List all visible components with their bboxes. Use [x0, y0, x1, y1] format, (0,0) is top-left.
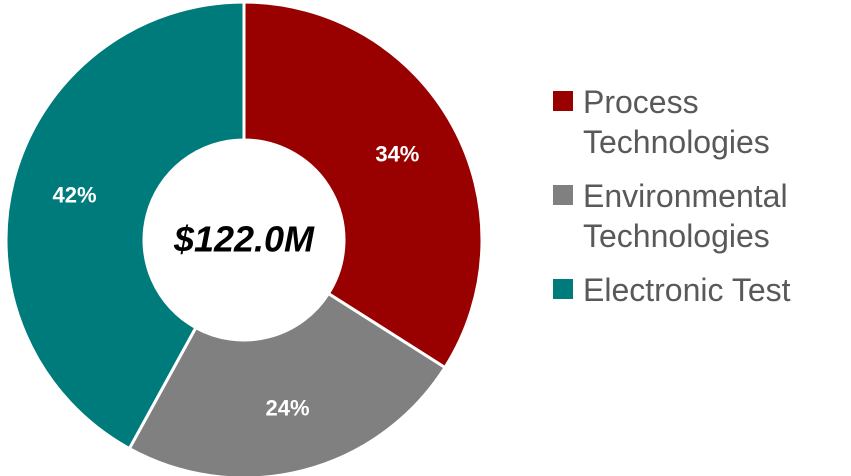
- slice: [127, 291, 448, 476]
- legend-label: Electronic Test: [583, 272, 791, 308]
- slice: [242, 0, 484, 370]
- legend: Process Technologies Environmental Techno…: [553, 82, 843, 324]
- legend-swatch: [553, 185, 573, 205]
- legend-swatch: [553, 91, 573, 111]
- slices: [4, 0, 484, 476]
- legend-label: Process Technologies: [583, 84, 770, 160]
- legend-item: Environmental Technologies: [553, 176, 843, 256]
- legend-swatch: [553, 279, 573, 299]
- data-label: 34%: [375, 142, 419, 167]
- legend-item: Electronic Test: [553, 270, 843, 310]
- center-label: $122.0M: [173, 219, 315, 260]
- legend-label: Environmental Technologies: [583, 178, 788, 254]
- slice: [4, 0, 246, 451]
- data-label: 24%: [265, 395, 309, 420]
- data-label: 42%: [52, 182, 96, 207]
- legend-item: Process Technologies: [553, 82, 843, 162]
